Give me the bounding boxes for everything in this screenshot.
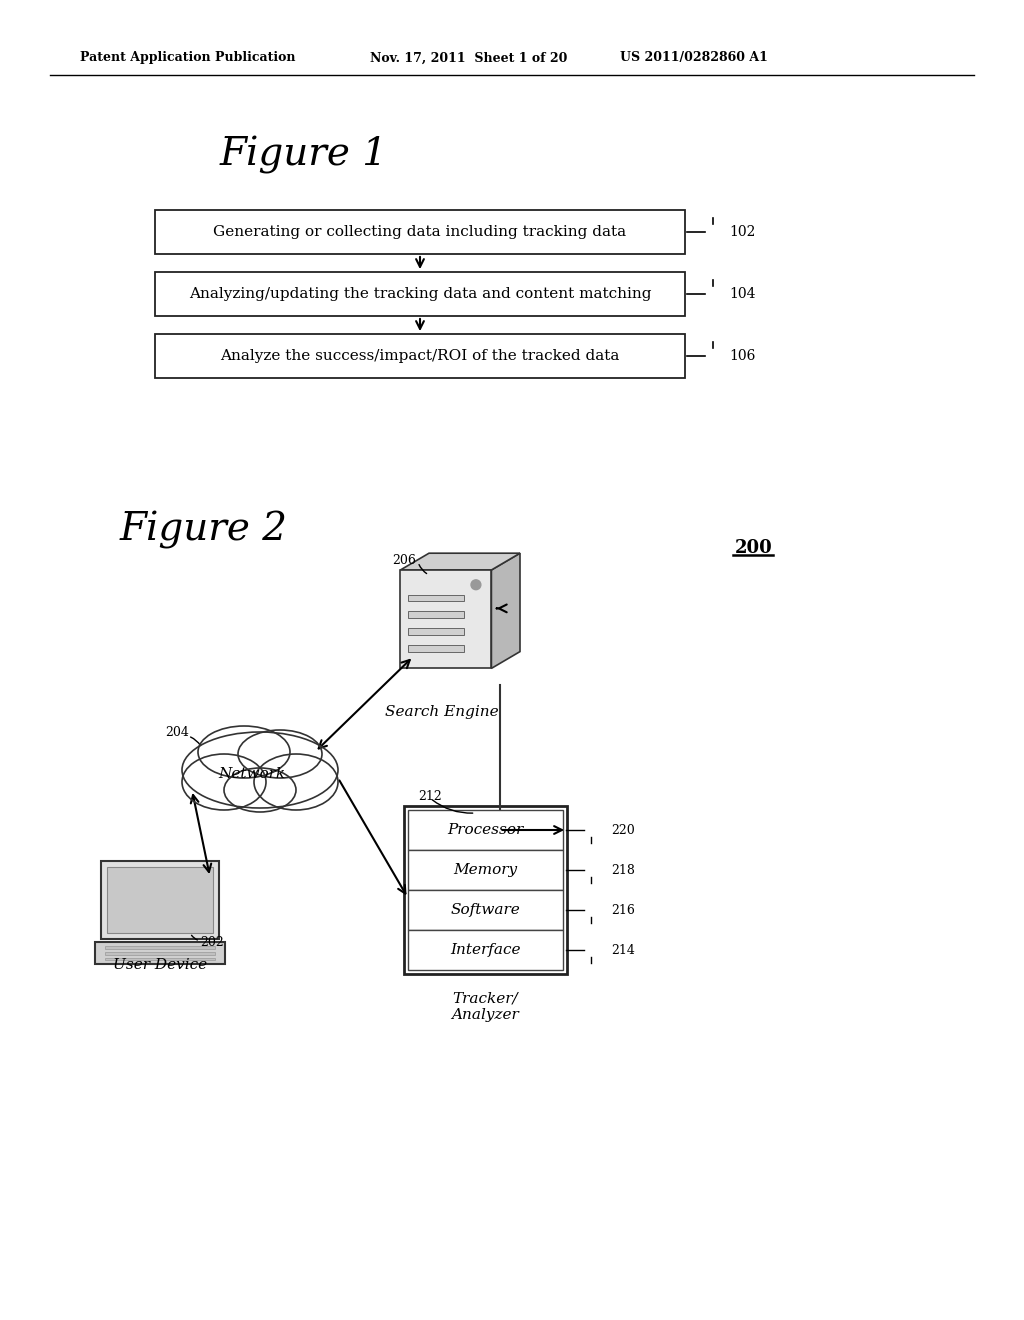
FancyBboxPatch shape <box>408 628 464 635</box>
FancyBboxPatch shape <box>400 570 492 668</box>
FancyBboxPatch shape <box>101 861 219 939</box>
FancyBboxPatch shape <box>408 890 563 931</box>
Ellipse shape <box>198 726 290 777</box>
Text: Network: Network <box>218 767 286 781</box>
Text: 204: 204 <box>165 726 188 738</box>
Text: 202: 202 <box>200 936 224 949</box>
Text: 200: 200 <box>735 539 773 557</box>
FancyBboxPatch shape <box>155 272 685 315</box>
Text: Analyze the success/impact/ROI of the tracked data: Analyze the success/impact/ROI of the tr… <box>220 348 620 363</box>
Polygon shape <box>492 553 520 668</box>
FancyBboxPatch shape <box>105 952 215 954</box>
Text: US 2011/0282860 A1: US 2011/0282860 A1 <box>620 51 768 65</box>
Text: 216: 216 <box>611 903 635 916</box>
Text: Tracker/
Analyzer: Tracker/ Analyzer <box>452 993 519 1022</box>
Text: 104: 104 <box>729 286 756 301</box>
Text: 218: 218 <box>611 863 635 876</box>
Text: 206: 206 <box>392 553 416 566</box>
FancyBboxPatch shape <box>95 942 225 964</box>
Text: Figure 2: Figure 2 <box>120 511 288 549</box>
Circle shape <box>471 579 481 590</box>
Text: Software: Software <box>451 903 520 917</box>
FancyBboxPatch shape <box>408 810 563 850</box>
FancyBboxPatch shape <box>408 931 563 970</box>
Text: 212: 212 <box>418 789 441 803</box>
Polygon shape <box>400 553 520 570</box>
Ellipse shape <box>224 768 296 812</box>
Ellipse shape <box>182 733 338 808</box>
Text: Analyzing/updating the tracking data and content matching: Analyzing/updating the tracking data and… <box>188 286 651 301</box>
FancyBboxPatch shape <box>408 611 464 618</box>
FancyBboxPatch shape <box>105 946 215 949</box>
Text: Nov. 17, 2011  Sheet 1 of 20: Nov. 17, 2011 Sheet 1 of 20 <box>370 51 567 65</box>
Text: Interface: Interface <box>451 942 521 957</box>
FancyBboxPatch shape <box>408 644 464 652</box>
Ellipse shape <box>238 730 322 777</box>
FancyBboxPatch shape <box>105 958 215 961</box>
Text: 214: 214 <box>611 944 635 957</box>
Text: Memory: Memory <box>454 863 517 876</box>
Text: Figure 1: Figure 1 <box>220 136 388 174</box>
Ellipse shape <box>254 754 338 810</box>
FancyBboxPatch shape <box>408 594 464 602</box>
FancyBboxPatch shape <box>408 850 563 890</box>
Text: Patent Application Publication: Patent Application Publication <box>80 51 296 65</box>
FancyBboxPatch shape <box>106 867 213 933</box>
Text: 102: 102 <box>729 224 756 239</box>
Text: User Device: User Device <box>113 958 207 972</box>
FancyBboxPatch shape <box>155 334 685 378</box>
Text: Generating or collecting data including tracking data: Generating or collecting data including … <box>213 224 627 239</box>
Text: Processor: Processor <box>447 822 523 837</box>
FancyBboxPatch shape <box>155 210 685 253</box>
Text: Search Engine: Search Engine <box>385 705 499 719</box>
FancyBboxPatch shape <box>404 807 567 974</box>
Ellipse shape <box>182 754 266 810</box>
Text: 106: 106 <box>729 348 756 363</box>
Text: 220: 220 <box>611 824 635 837</box>
